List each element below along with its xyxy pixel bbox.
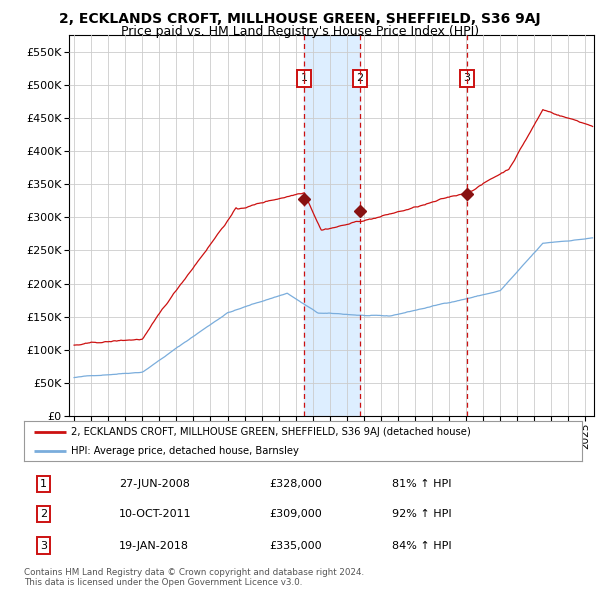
- Text: 1: 1: [301, 73, 308, 83]
- Text: 81% ↑ HPI: 81% ↑ HPI: [392, 479, 452, 489]
- Text: £328,000: £328,000: [269, 479, 322, 489]
- Text: This data is licensed under the Open Government Licence v3.0.: This data is licensed under the Open Gov…: [24, 578, 302, 587]
- Text: 19-JAN-2018: 19-JAN-2018: [119, 540, 189, 550]
- Text: 2, ECKLANDS CROFT, MILLHOUSE GREEN, SHEFFIELD, S36 9AJ (detached house): 2, ECKLANDS CROFT, MILLHOUSE GREEN, SHEF…: [71, 427, 471, 437]
- Text: 2, ECKLANDS CROFT, MILLHOUSE GREEN, SHEFFIELD, S36 9AJ: 2, ECKLANDS CROFT, MILLHOUSE GREEN, SHEF…: [59, 12, 541, 27]
- Text: 10-OCT-2011: 10-OCT-2011: [119, 509, 191, 519]
- Text: 2: 2: [40, 509, 47, 519]
- Text: 1: 1: [40, 479, 47, 489]
- Text: 27-JUN-2008: 27-JUN-2008: [119, 479, 190, 489]
- Bar: [304, 35, 360, 416]
- Text: 3: 3: [464, 73, 470, 83]
- Text: 3: 3: [40, 540, 47, 550]
- Text: 2: 2: [356, 73, 364, 83]
- Text: 84% ↑ HPI: 84% ↑ HPI: [392, 540, 452, 550]
- Text: 92% ↑ HPI: 92% ↑ HPI: [392, 509, 452, 519]
- Text: £309,000: £309,000: [269, 509, 322, 519]
- Text: HPI: Average price, detached house, Barnsley: HPI: Average price, detached house, Barn…: [71, 445, 299, 455]
- Text: Price paid vs. HM Land Registry's House Price Index (HPI): Price paid vs. HM Land Registry's House …: [121, 25, 479, 38]
- Text: £335,000: £335,000: [269, 540, 322, 550]
- Text: Contains HM Land Registry data © Crown copyright and database right 2024.: Contains HM Land Registry data © Crown c…: [24, 568, 364, 576]
